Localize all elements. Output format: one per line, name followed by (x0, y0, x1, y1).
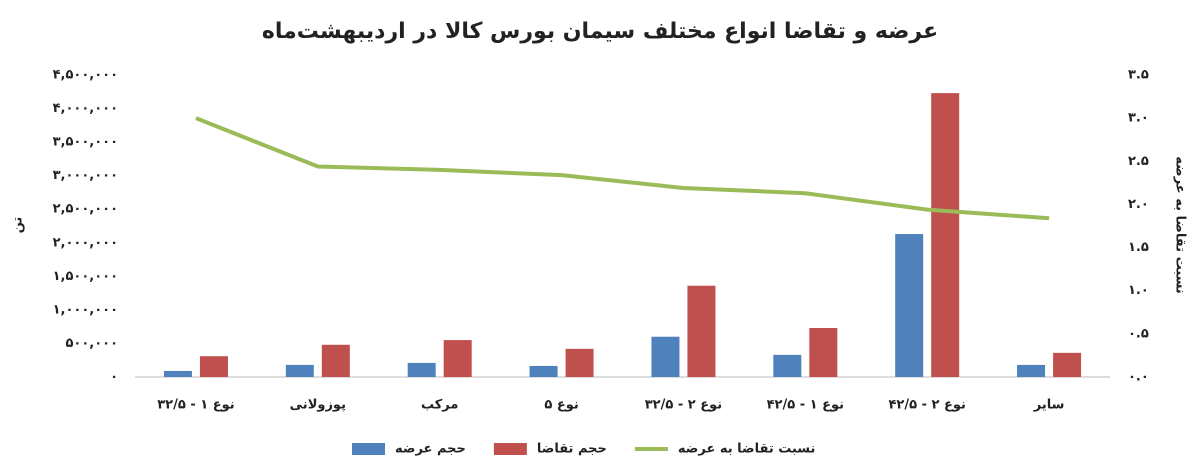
y-tick-label: ۲,۰۰۰,۰۰۰ (53, 235, 118, 250)
y-tick-label: ۳,۰۰۰,۰۰۰ (53, 168, 118, 183)
legend-label: نسبت تقاضا به عرضه (678, 442, 816, 457)
legend-swatch (352, 443, 385, 455)
y-tick-label: ۲,۵۰۰,۰۰۰ (53, 202, 118, 217)
y-tick-label: ۱,۵۰۰,۰۰۰ (53, 269, 118, 284)
y-tick-label: ۰ (110, 370, 118, 385)
bar (321, 344, 350, 377)
y-tick-label: ۱,۰۰۰,۰۰۰ (53, 302, 118, 317)
legend-label: حجم عرضه (395, 442, 466, 457)
x-tick-label: نوع ۲ - ۴۲/۵ (888, 398, 965, 413)
y2-tick-label: ۱.۰ (1128, 283, 1149, 298)
bar (199, 356, 228, 377)
bar (163, 370, 192, 377)
y2-tick-label: ۳.۵ (1128, 68, 1149, 83)
bar (443, 340, 472, 377)
y-tick-label: ۵۰۰,۰۰۰ (65, 336, 118, 351)
y-axis-title: تن (11, 217, 26, 234)
x-tick-label: مرکب (421, 398, 458, 413)
bar (895, 234, 924, 377)
x-tick-label: نوع ۱ - ۴۲/۵ (767, 398, 844, 413)
bar (1017, 364, 1046, 377)
legend-swatch (493, 443, 527, 455)
bar (809, 328, 838, 377)
y2-tick-label: ۰.۵ (1128, 326, 1149, 341)
y2-tick-label: ۳.۰ (1128, 111, 1149, 126)
x-tick-label: سایر (1033, 398, 1065, 413)
chart-title: عرضه و تقاضا انواع مختلف سیمان بورس کالا… (262, 19, 938, 44)
bar (285, 364, 314, 377)
bar (1053, 352, 1082, 377)
bar (687, 285, 716, 377)
x-tick-label: نوع ۲ - ۳۲/۵ (645, 398, 722, 413)
y2-tick-label: ۲.۵ (1128, 154, 1149, 169)
bar (529, 365, 558, 377)
y2-tick-label: ۱.۵ (1128, 240, 1149, 255)
y2-tick-label: ۲.۰ (1128, 197, 1149, 212)
x-tick-label: نوع ۵ (544, 398, 578, 413)
bar (407, 362, 436, 377)
y-tick-label: ۳,۵۰۰,۰۰۰ (53, 135, 118, 150)
bar (565, 348, 594, 377)
y2-tick-label: ۰.۰ (1128, 370, 1149, 385)
line (195, 116, 1050, 221)
legend-label: حجم تقاضا (537, 442, 607, 457)
bar (651, 336, 680, 377)
y-tick-label: ۴,۰۰۰,۰۰۰ (53, 101, 118, 116)
bar (773, 354, 802, 377)
x-tick-label: نوع ۱ - ۳۲/۵ (157, 398, 234, 413)
x-tick-label: پوزولانی (290, 398, 346, 413)
y-tick-label: ۴,۵۰۰,۰۰۰ (53, 68, 118, 83)
bar (931, 93, 960, 378)
y2-axis-title: نسبت تقاضا به عرضه (1173, 156, 1188, 294)
